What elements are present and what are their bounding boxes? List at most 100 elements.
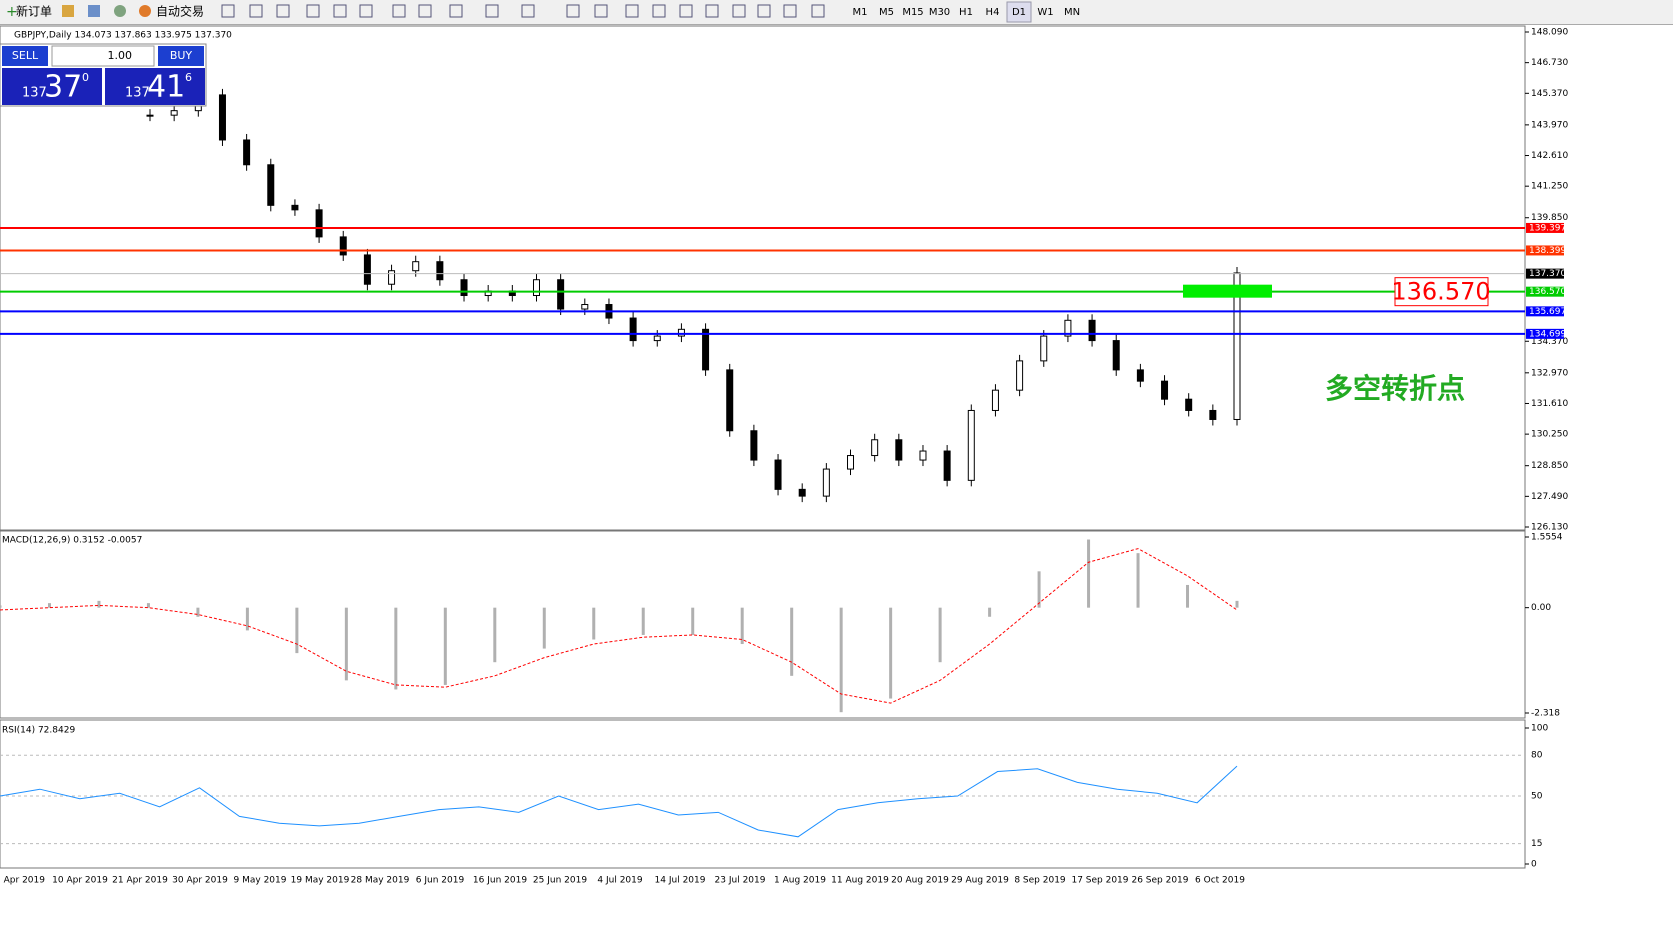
timeframe-button[interactable]: M30 <box>929 7 950 18</box>
toolbar-icon[interactable] <box>359 4 373 18</box>
toolbar-icon[interactable] <box>114 5 126 17</box>
x-tick-label: 29 Aug 2019 <box>951 876 1009 886</box>
y-tick-label: 100 <box>1531 724 1548 734</box>
toolbar-icon[interactable] <box>88 5 100 17</box>
x-tick-label: 28 May 2019 <box>351 876 410 886</box>
toolbar-icon[interactable] <box>485 4 499 18</box>
y-tick-label: 127.490 <box>1531 492 1568 502</box>
toolbar-icon[interactable] <box>306 4 320 18</box>
macd-bar <box>839 607 843 713</box>
timeframe-button[interactable]: M1 <box>853 7 868 18</box>
auto-trading-button[interactable]: 自动交易 <box>156 4 204 19</box>
x-tick-label: 10 Apr 2019 <box>52 876 108 886</box>
toolbar-icon[interactable] <box>705 4 719 18</box>
timeframe-button[interactable]: H4 <box>986 7 1000 18</box>
sell-label[interactable]: SELL <box>12 49 39 62</box>
price-line-label: 136.570 <box>1529 287 1566 297</box>
y-tick-label: 145.370 <box>1531 89 1568 99</box>
bid-box[interactable] <box>2 68 102 105</box>
main-chart-frame <box>0 25 1526 531</box>
toolbar-icon[interactable] <box>679 4 693 18</box>
toolbar-icon[interactable] <box>757 4 771 18</box>
sell-button[interactable] <box>2 46 48 66</box>
toolbar-icon[interactable] <box>392 4 406 18</box>
candle-body <box>1040 335 1048 362</box>
bid-price-small[interactable]: 0 <box>82 71 89 84</box>
candle-body <box>1185 398 1193 411</box>
macd-bar <box>790 607 794 676</box>
timeframe-button[interactable]: M5 <box>879 7 894 18</box>
candle-body <box>388 270 396 285</box>
toolbar-icon[interactable] <box>249 4 263 18</box>
buy-label[interactable]: BUY <box>170 49 193 62</box>
macd-bar <box>542 607 546 649</box>
candle-body <box>1233 272 1241 420</box>
ask-price-small[interactable]: 6 <box>185 71 192 84</box>
macd-bar <box>592 607 596 640</box>
price-line-label: 134.699 <box>1529 329 1566 339</box>
rsi-frame <box>0 719 1526 869</box>
toolbar-icon[interactable] <box>594 4 608 18</box>
timeframe-button[interactable]: H1 <box>959 7 973 18</box>
macd-bar <box>394 607 398 690</box>
toolbar-icon[interactable] <box>811 4 825 18</box>
toolbar-icon[interactable] <box>732 4 746 18</box>
candle-body <box>677 328 685 337</box>
candle-body <box>871 439 879 457</box>
y-tick-label: 141.250 <box>1531 182 1568 192</box>
y-tick-label: 15 <box>1531 839 1542 849</box>
new-order-icon[interactable]: + <box>6 4 18 20</box>
ask-price-big[interactable]: 137 <box>125 86 150 101</box>
macd-bar <box>691 607 695 635</box>
candle-body <box>315 209 323 238</box>
ask-box[interactable] <box>105 68 205 105</box>
x-tick-label: 17 Sep 2019 <box>1071 876 1128 886</box>
candle-body <box>702 328 710 371</box>
candle-body <box>750 430 758 461</box>
candle-body <box>798 488 806 497</box>
price-line-label: 139.397 <box>1529 223 1566 233</box>
macd-bar <box>493 607 497 663</box>
candle-body <box>291 204 299 211</box>
toolbar-icon[interactable] <box>783 4 797 18</box>
bid-price-big[interactable]: 137 <box>22 86 47 101</box>
timeframe-button[interactable]: D1 <box>1012 7 1026 18</box>
timeframe-button[interactable]: MN <box>1064 7 1080 18</box>
toolbar-icon[interactable] <box>521 4 535 18</box>
bid-price-main[interactable]: 37 <box>44 70 82 105</box>
price-line-tag <box>1526 222 1564 233</box>
y-tick-label: 130.250 <box>1531 430 1568 440</box>
ask-price-main[interactable]: 41 <box>147 70 185 105</box>
toolbar-icon[interactable] <box>566 4 580 18</box>
timeframe-button[interactable]: W1 <box>1037 7 1053 18</box>
buy-button[interactable] <box>158 46 204 66</box>
toolbar-icon[interactable] <box>62 5 74 17</box>
toolbar-icon[interactable] <box>418 4 432 18</box>
toolbar-icon[interactable] <box>652 4 666 18</box>
timeframe-button[interactable]: M15 <box>902 7 923 18</box>
price-line-label: 135.697 <box>1529 307 1566 317</box>
annotation-text: 多空转折点 <box>1325 372 1465 405</box>
macd-bar <box>1136 553 1140 608</box>
macd-bar <box>245 607 249 631</box>
macd-bar <box>740 607 744 645</box>
macd-bar <box>47 603 51 608</box>
y-tick-label: 134.370 <box>1531 337 1568 347</box>
new-order-button[interactable]: 新订单 <box>16 4 52 19</box>
toolbar-icon[interactable] <box>276 4 290 18</box>
toolbar-icon[interactable] <box>221 4 235 18</box>
lot-input[interactable] <box>51 45 155 67</box>
candle-body <box>170 110 178 116</box>
candle-body <box>267 164 275 206</box>
auto-trading-icon[interactable] <box>139 5 151 17</box>
lot-value[interactable]: 1.00 <box>108 49 133 62</box>
y-tick-label: 143.970 <box>1531 120 1568 130</box>
macd-bar <box>146 603 150 608</box>
toolbar-icon[interactable] <box>625 4 639 18</box>
x-tick-label: 8 Sep 2019 <box>1014 876 1066 886</box>
price-line-label: 137.370 <box>1529 269 1566 279</box>
toolbar-icon[interactable] <box>333 4 347 18</box>
candle-body <box>967 409 975 481</box>
toolbar-icon[interactable] <box>449 4 463 18</box>
